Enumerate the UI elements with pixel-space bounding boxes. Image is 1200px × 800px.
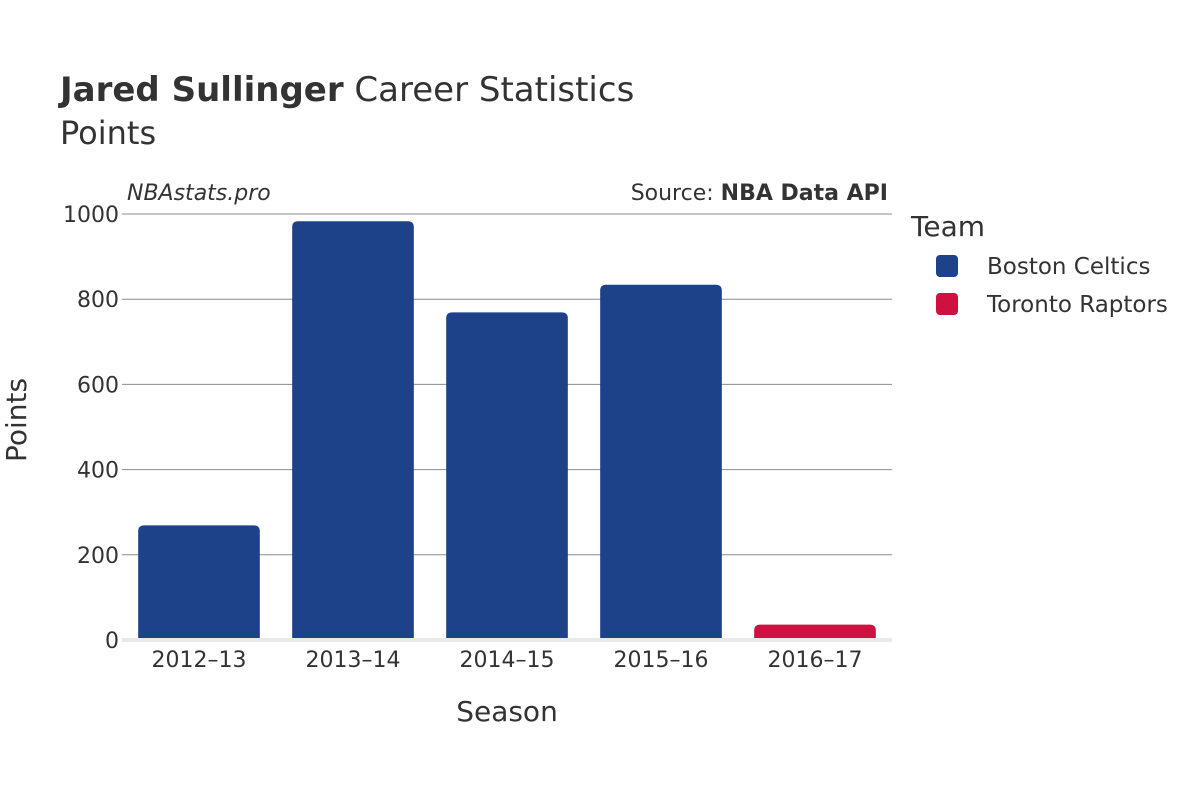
legend-label: Boston Celtics <box>987 254 1150 280</box>
y-axis-title: Points <box>0 378 33 462</box>
y-tick-label: 1000 <box>63 203 119 228</box>
y-tick-label: 400 <box>77 459 119 484</box>
chart-title-player: Jared Sullinger <box>58 70 344 110</box>
legend: Team Boston Celtics Toronto Raptors <box>910 210 1168 318</box>
bar-2015–16 <box>600 284 722 640</box>
legend-label: Toronto Raptors <box>986 292 1168 318</box>
legend-title: Team <box>910 210 985 243</box>
bar-2012–13 <box>138 525 260 640</box>
y-tick-label: 600 <box>77 373 119 398</box>
x-axis-title: Season <box>456 695 558 728</box>
source-prefix: Source: <box>631 181 721 206</box>
bar-2014–15 <box>446 312 568 640</box>
y-tick-label: 200 <box>77 544 119 569</box>
chart-subtitle: Points <box>60 114 156 152</box>
x-tick-label: 2015–16 <box>614 648 709 673</box>
y-tick-label: 800 <box>77 288 119 313</box>
source-name: NBA Data API <box>721 181 888 206</box>
x-tick-label: 2013–14 <box>306 648 401 673</box>
chart-title: Jared Sullinger Career Statistics <box>58 70 634 110</box>
source-text: Source: NBA Data API <box>631 181 888 206</box>
legend-swatch <box>936 255 958 277</box>
y-axis-ticks: 0 200 400 600 800 1000 <box>63 203 119 654</box>
chart-title-rest: Career Statistics <box>344 70 635 110</box>
bars <box>138 221 876 640</box>
legend-swatch <box>936 293 958 315</box>
x-tick-label: 2012–13 <box>152 648 247 673</box>
x-axis-baseline <box>122 638 892 642</box>
legend-entries: Boston Celtics Toronto Raptors <box>936 254 1168 318</box>
bar-2016–17 <box>754 624 876 640</box>
watermark-text: NBAstats.pro <box>127 181 271 206</box>
bar-2013–14 <box>292 221 414 640</box>
x-axis-ticks: 2012–13 2013–14 2014–15 2015–16 2016–17 <box>152 648 863 673</box>
y-tick-label: 0 <box>105 629 119 654</box>
x-tick-label: 2014–15 <box>460 648 555 673</box>
x-tick-label: 2016–17 <box>768 648 863 673</box>
